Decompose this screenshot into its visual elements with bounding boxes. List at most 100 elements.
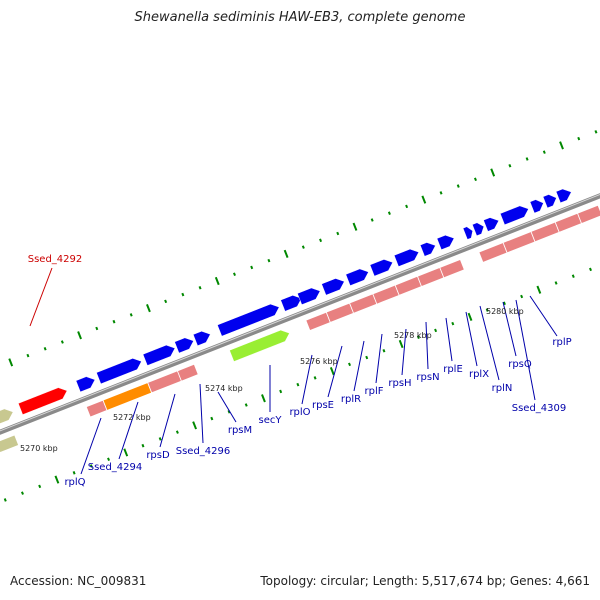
genome-backbone: [0, 126, 600, 498]
gene-label-ssed_4309[interactable]: Ssed_4309: [512, 403, 567, 414]
outer-tick: [283, 249, 289, 258]
scale-label: 5272 kbp: [113, 413, 151, 422]
reverse-gene[interactable]: [176, 363, 199, 382]
inner-tick: [20, 491, 24, 495]
inner-tick: [244, 403, 248, 407]
forward-gene[interactable]: [472, 221, 486, 237]
gene-label-rpse[interactable]: rpsE: [312, 400, 334, 411]
leader-line: [401, 328, 407, 376]
forward-gene[interactable]: [542, 192, 559, 209]
gene-label-rplo[interactable]: rplO: [289, 407, 310, 418]
forward-gene[interactable]: [393, 247, 421, 267]
forward-gene-highlight[interactable]: [18, 385, 69, 415]
reverse-gene[interactable]: [372, 284, 400, 305]
gene-label-rplq[interactable]: rplQ: [64, 477, 85, 488]
gene-label-rpln[interactable]: rplN: [492, 383, 513, 394]
forward-gene-green[interactable]: [229, 328, 292, 362]
forward-gene[interactable]: [75, 374, 97, 393]
inner-tick: [54, 475, 60, 484]
inner-tick-ring: [3, 267, 592, 502]
gene-label-rpsm[interactable]: rpsM: [228, 425, 252, 436]
gene-label-rpsq[interactable]: rpsQ: [508, 359, 532, 370]
forward-gene[interactable]: [321, 276, 347, 296]
forward-gene[interactable]: [280, 293, 304, 312]
forward-gene[interactable]: [483, 215, 501, 232]
reverse-gene[interactable]: [349, 293, 378, 314]
leader-line: [301, 354, 313, 405]
forward-gene[interactable]: [436, 233, 456, 250]
inner-tick: [554, 281, 558, 285]
inner-tick: [89, 464, 93, 468]
forward-gene[interactable]: [462, 225, 475, 240]
inner-tick: [38, 484, 42, 489]
reverse-gene[interactable]: [554, 212, 583, 233]
reverse-gene[interactable]: [530, 221, 560, 243]
leader-line: [515, 299, 536, 401]
gene-label-rplf[interactable]: rplF: [365, 386, 384, 397]
outer-tick: [421, 195, 427, 204]
reverse-gene[interactable]: [576, 204, 600, 225]
reverse-gene[interactable]: [478, 242, 508, 263]
reverse-gene[interactable]: [394, 275, 423, 296]
gene-label-rpsh[interactable]: rpsH: [388, 378, 411, 389]
scale-labels: 5270 kbp 5272 kbp 5274 kbp 5276 kbp 5278 kbp…: [20, 307, 524, 453]
inner-tick: [451, 321, 455, 326]
scale-label: 5276 kbp: [300, 357, 338, 366]
reverse-gene[interactable]: [325, 302, 355, 323]
forward-gene[interactable]: [142, 343, 177, 366]
forward-gene[interactable]: [369, 257, 395, 277]
label-leader-lines: [29, 267, 558, 475]
reverse-gene[interactable]: [305, 311, 331, 332]
outer-tick: [559, 141, 564, 150]
outer-tick: [214, 276, 220, 286]
gene-label-rple[interactable]: rplE: [443, 364, 463, 375]
inner-tick: [398, 339, 404, 349]
forward-gene[interactable]: [174, 335, 196, 354]
forward-gene[interactable]: [419, 240, 437, 257]
gene-label-ssed_4294[interactable]: Ssed_4294: [88, 462, 143, 473]
gene-label-ssed_4292[interactable]: Ssed_4292: [28, 254, 83, 265]
gene-label-rpsn[interactable]: rpsN: [416, 372, 439, 383]
forward-gene[interactable]: [500, 203, 530, 226]
outer-tick: [8, 358, 14, 367]
gene-label-ssed_4296[interactable]: Ssed_4296: [176, 446, 231, 457]
gene-label-rplx[interactable]: rplX: [469, 369, 489, 380]
outer-tick: [473, 177, 477, 182]
scale-label: 5278 kbp: [394, 331, 432, 340]
leader-line: [327, 345, 343, 398]
leader-line: [375, 333, 383, 384]
genome-backbone-highlight: [0, 127, 600, 495]
gene-features[interactable]: [0, 179, 600, 463]
forward-gene[interactable]: [345, 266, 371, 286]
forward-gene[interactable]: [529, 197, 546, 214]
forward-gene[interactable]: [297, 285, 322, 305]
inner-tick: [571, 274, 575, 278]
outer-tick: [456, 184, 460, 188]
inner-tick: [123, 448, 129, 457]
outer-tick: [43, 347, 47, 351]
forward-gene[interactable]: [192, 329, 212, 346]
gene-label-rplp[interactable]: rplP: [552, 337, 571, 348]
gene-label-rpsd[interactable]: rpsD: [146, 450, 170, 461]
forward-gene-olive[interactable]: [0, 406, 15, 426]
reverse-gene[interactable]: [439, 258, 465, 279]
genome-track: [0, 126, 600, 502]
gene-label-rplr[interactable]: rplR: [341, 394, 361, 405]
forward-gene[interactable]: [96, 356, 143, 385]
reverse-gene[interactable]: [0, 434, 20, 454]
inner-tick: [348, 362, 352, 367]
reverse-gene[interactable]: [416, 266, 445, 288]
inner-tick: [416, 335, 420, 339]
inner-tick: [175, 430, 179, 434]
inner-tick: [261, 394, 266, 403]
outer-tick: [439, 191, 443, 195]
forward-gene[interactable]: [555, 186, 573, 204]
outer-tick: [542, 150, 546, 154]
gene-label-secy[interactable]: secY: [259, 415, 283, 426]
leader-line: [529, 295, 558, 337]
outer-tick: [60, 340, 64, 344]
inner-tick: [3, 498, 7, 502]
forward-gene[interactable]: [217, 302, 281, 337]
